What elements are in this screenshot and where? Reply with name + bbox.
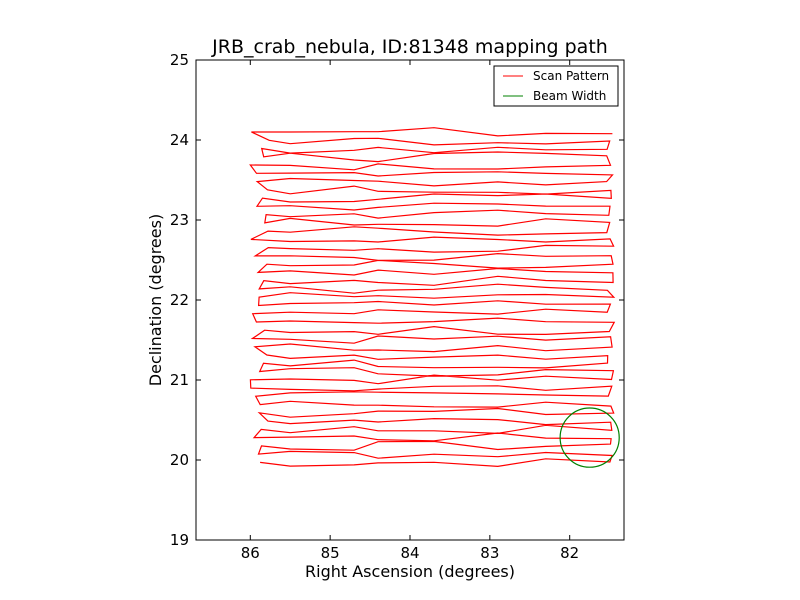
y-tick-label: 19 xyxy=(170,531,189,549)
x-tick-label: 82 xyxy=(560,544,579,562)
x-tick-label: 86 xyxy=(241,544,260,562)
x-axis-label: Right Ascension (degrees) xyxy=(305,562,515,581)
y-axis-label: Declination (degrees) xyxy=(146,214,165,386)
x-tick-label: 84 xyxy=(400,544,419,562)
y-tick-label: 22 xyxy=(170,291,189,309)
y-tick-label: 20 xyxy=(170,451,189,469)
legend-box xyxy=(493,65,619,107)
y-tick-label: 23 xyxy=(170,211,189,229)
series-circle-beam-width xyxy=(559,407,620,468)
chart-title: JRB_crab_nebula, ID:81348 mapping path xyxy=(211,36,608,58)
y-tick-label: 21 xyxy=(170,371,189,389)
legend-label-scan-pattern: Scan Pattern xyxy=(533,69,609,83)
legend: Scan Pattern Beam Width xyxy=(493,65,619,107)
x-tick-label: 83 xyxy=(480,544,499,562)
y-tick-label: 25 xyxy=(170,51,189,69)
legend-label-beam-width: Beam Width xyxy=(533,89,606,103)
y-tick-label: 24 xyxy=(170,131,189,149)
x-tick-label: 85 xyxy=(321,544,340,562)
series-line-scan-pattern xyxy=(249,127,616,468)
